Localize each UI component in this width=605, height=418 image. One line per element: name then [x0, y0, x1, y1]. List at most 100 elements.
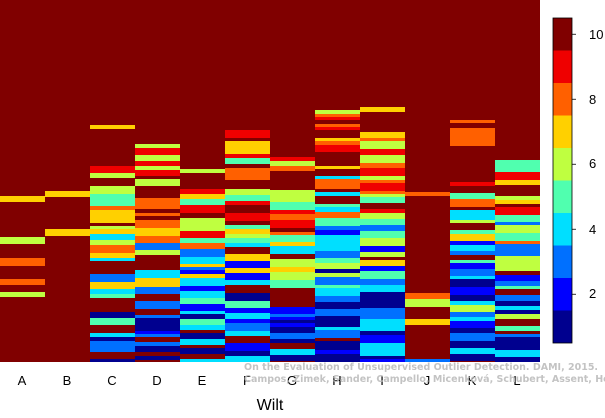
heatmap-cell: [450, 193, 495, 199]
heatmap-cell: [270, 314, 315, 317]
heatmap-cell: [45, 330, 90, 338]
heatmap-cell: [90, 178, 135, 186]
heatmap-cell: [315, 316, 360, 324]
heatmap-cell: [495, 251, 540, 256]
heatmap-cell: [495, 350, 540, 357]
heatmap-cell: [495, 154, 540, 160]
heatmap-cell: [315, 354, 360, 358]
heatmap-cell: [360, 238, 405, 246]
heatmap-cell: [495, 241, 540, 244]
heatmap-cell: [0, 346, 45, 350]
heatmap-cell: [90, 352, 135, 359]
heatmap-cell: [45, 183, 90, 191]
heatmap-cell: [315, 285, 360, 288]
heatmap-cell: [450, 260, 495, 263]
heatmap-cell: [135, 318, 180, 324]
heatmap-cell: [360, 315, 405, 319]
heatmap-cell: [450, 182, 495, 186]
x-tick-label: H: [332, 373, 341, 388]
heatmap-cell: [405, 249, 450, 252]
heatmap-cell: [315, 235, 360, 243]
colorbar-swatch: [553, 245, 572, 278]
heatmap-cell: [495, 295, 540, 301]
heatmap-cell: [405, 345, 450, 353]
heatmap-cell: [225, 238, 270, 243]
heatmap-cell: [315, 341, 360, 345]
heatmap-cell: [450, 213, 495, 220]
heatmap-cell: [405, 282, 450, 285]
colorbar-swatch: [553, 278, 572, 311]
heatmap-cell: [45, 173, 90, 179]
x-tick-label: I: [380, 373, 384, 388]
heatmap-cell: [0, 209, 45, 217]
heatmap-cell: [135, 324, 180, 328]
heatmap-cell: [180, 325, 225, 330]
heatmap-cell: [0, 229, 45, 233]
heatmap-cell: [225, 201, 270, 205]
heatmap-cell: [495, 319, 540, 322]
heatmap-cell: [180, 336, 225, 339]
heatmap-cell: [135, 360, 180, 362]
heatmap-cell: [495, 207, 540, 215]
heatmap-cell: [315, 141, 360, 145]
heatmap-cell: [135, 135, 180, 140]
heatmap-cell: [270, 280, 315, 288]
heatmap-cell: [90, 245, 135, 253]
heatmap-cell: [405, 341, 450, 345]
heatmap-cell: [225, 130, 270, 138]
heatmap-cell: [450, 255, 495, 260]
heatmap-cell: [225, 225, 270, 229]
heatmap-cell: [225, 154, 270, 158]
heatmap-cell: [270, 272, 315, 280]
heatmap-cell: [45, 301, 90, 309]
heatmap-cell: [135, 243, 180, 250]
colorbar-swatch: [553, 180, 572, 213]
heatmap-cell: [315, 230, 360, 235]
heatmap-cell: [495, 306, 540, 310]
heatmap-cell: [135, 250, 180, 255]
heatmap-cell: [405, 332, 450, 336]
heatmap-cell: [360, 183, 405, 191]
heatmap-cell: [495, 168, 540, 172]
heatmap-cell: [90, 348, 135, 352]
heatmap-cell: [180, 257, 225, 264]
heatmap-cell: [135, 301, 180, 309]
heatmap-cell: [45, 236, 90, 243]
heatmap-cell: [450, 210, 495, 213]
heatmap-cell: [225, 356, 270, 362]
heatmap-cell: [270, 246, 315, 254]
heatmap-cell: [405, 312, 450, 319]
heatmap-cell: [225, 158, 270, 164]
heatmap-cell: [135, 263, 180, 270]
heatmap-cell: [495, 334, 540, 337]
heatmap-cell: [450, 139, 495, 146]
colorbar-tick-label: 8: [589, 92, 596, 107]
heatmap-cell: [315, 277, 360, 285]
heatmap-cell: [135, 270, 180, 278]
heatmap-cell: [495, 310, 540, 314]
heatmap-cell: [270, 267, 315, 272]
heatmap-cell: [360, 356, 405, 359]
heatmap-cell: [360, 203, 405, 209]
heatmap-cell: [0, 202, 45, 209]
heatmap-cell: [90, 304, 135, 312]
heatmap-cell: [315, 166, 360, 169]
heatmap-cell: [45, 338, 90, 341]
heatmap-cell: [135, 352, 180, 356]
heatmap-cell: [225, 261, 270, 268]
heatmap-cell: [450, 279, 495, 287]
heatmap-cell: [495, 200, 540, 204]
heatmap-cell: [135, 328, 180, 331]
heatmap-cell: [135, 346, 180, 352]
heatmap-cell: [360, 119, 405, 125]
heatmap-cell: [270, 161, 315, 166]
heatmap-cell: [360, 197, 405, 203]
heatmap-cell: [45, 200, 90, 206]
heatmap-cell: [0, 279, 45, 285]
heatmap-cell: [90, 157, 135, 163]
heatmap-cell: [405, 264, 450, 267]
heatmap-cell: [450, 245, 495, 251]
heatmap-cell: [90, 137, 135, 144]
heatmap-cell: [90, 173, 135, 178]
heatmap-cell: [45, 167, 90, 173]
